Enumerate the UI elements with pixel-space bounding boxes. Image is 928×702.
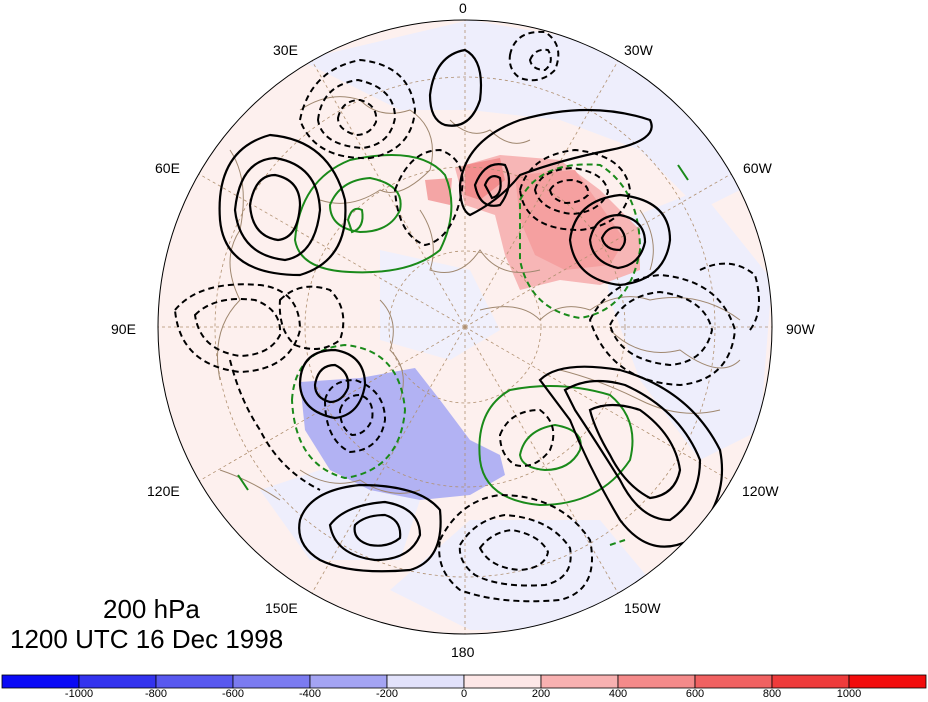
green-dashed-contour: [609, 539, 626, 546]
colorbar-tick-label: -800: [144, 688, 168, 700]
colorbar-tick-label: -400: [298, 688, 322, 700]
colorbar-swatch: [309, 674, 388, 689]
positive-anomaly-shading: [425, 178, 452, 205]
colorbar-swatch: [386, 674, 465, 689]
colorbar: [1, 674, 927, 689]
colorbar-swatch: [1, 674, 80, 689]
green-contours: [237, 154, 689, 546]
colorbar-tick-label: -200: [375, 688, 399, 700]
colorbar-tick-label: 400: [608, 688, 628, 700]
lon-label-60e: 60E: [155, 160, 180, 176]
positive-anomaly-shading: [515, 170, 625, 270]
map-boundary: [157, 19, 773, 635]
green-solid-contour: [328, 176, 402, 234]
colorbar-swatch: [694, 674, 773, 689]
negative-anomaly-shading: [300, 368, 505, 500]
colorbar-swatch: [155, 674, 234, 689]
green-solid-contour: [478, 385, 634, 507]
lon-label-30e: 30E: [273, 42, 298, 58]
green-solid-contour: [518, 423, 582, 472]
colorbar-swatch: [540, 674, 619, 689]
black-dashed-contours: [173, 30, 760, 603]
colorbar-tick-label: 200: [531, 688, 551, 700]
coastlines: [217, 96, 741, 501]
lon-label-150e: 150E: [265, 600, 298, 616]
lon-label-60w: 60W: [743, 160, 772, 176]
colorbar-tick-label: 600: [685, 688, 705, 700]
lon-label-0: 0: [459, 0, 467, 16]
lon-label-150w: 150W: [624, 600, 661, 616]
graticule: [158, 20, 772, 634]
green-solid-contour: [237, 474, 249, 491]
green-solid-contour: [677, 164, 689, 181]
lon-label-120w: 120W: [742, 483, 779, 499]
weak-negative-region: [600, 190, 772, 460]
colorbar-swatch: [463, 674, 542, 689]
colorbar-swatch: [232, 674, 311, 689]
green-dashed-contour: [519, 163, 642, 320]
green-solid-contour: [293, 154, 453, 274]
colorbar-tick-label: 0: [460, 688, 468, 700]
green-solid-contour: [346, 207, 364, 234]
lon-label-180: 180: [451, 644, 475, 660]
time-label: 1200 UTC 16 Dec 1998: [10, 624, 284, 654]
lon-label-90e: 90E: [111, 321, 136, 337]
black-solid-contours: [218, 48, 724, 573]
colorbar-swatch: [617, 674, 696, 689]
colorbar-tick-label: -1000: [64, 688, 94, 700]
colorbar-tick-label: 1000: [836, 688, 862, 700]
colorbar-tick-label: -600: [221, 688, 245, 700]
weak-negative-region: [380, 250, 500, 360]
colorbar-swatch: [848, 674, 927, 689]
lon-label-120e: 120E: [147, 483, 180, 499]
colorbar-swatch: [771, 674, 850, 689]
colorbar-swatch: [78, 674, 157, 689]
lon-label-90w: 90W: [786, 321, 815, 337]
lon-label-30w: 30W: [624, 42, 653, 58]
weak-negative-region: [390, 520, 650, 630]
level-label: 200 hPa: [103, 594, 200, 624]
colorbar-tick-label: 800: [762, 688, 782, 700]
